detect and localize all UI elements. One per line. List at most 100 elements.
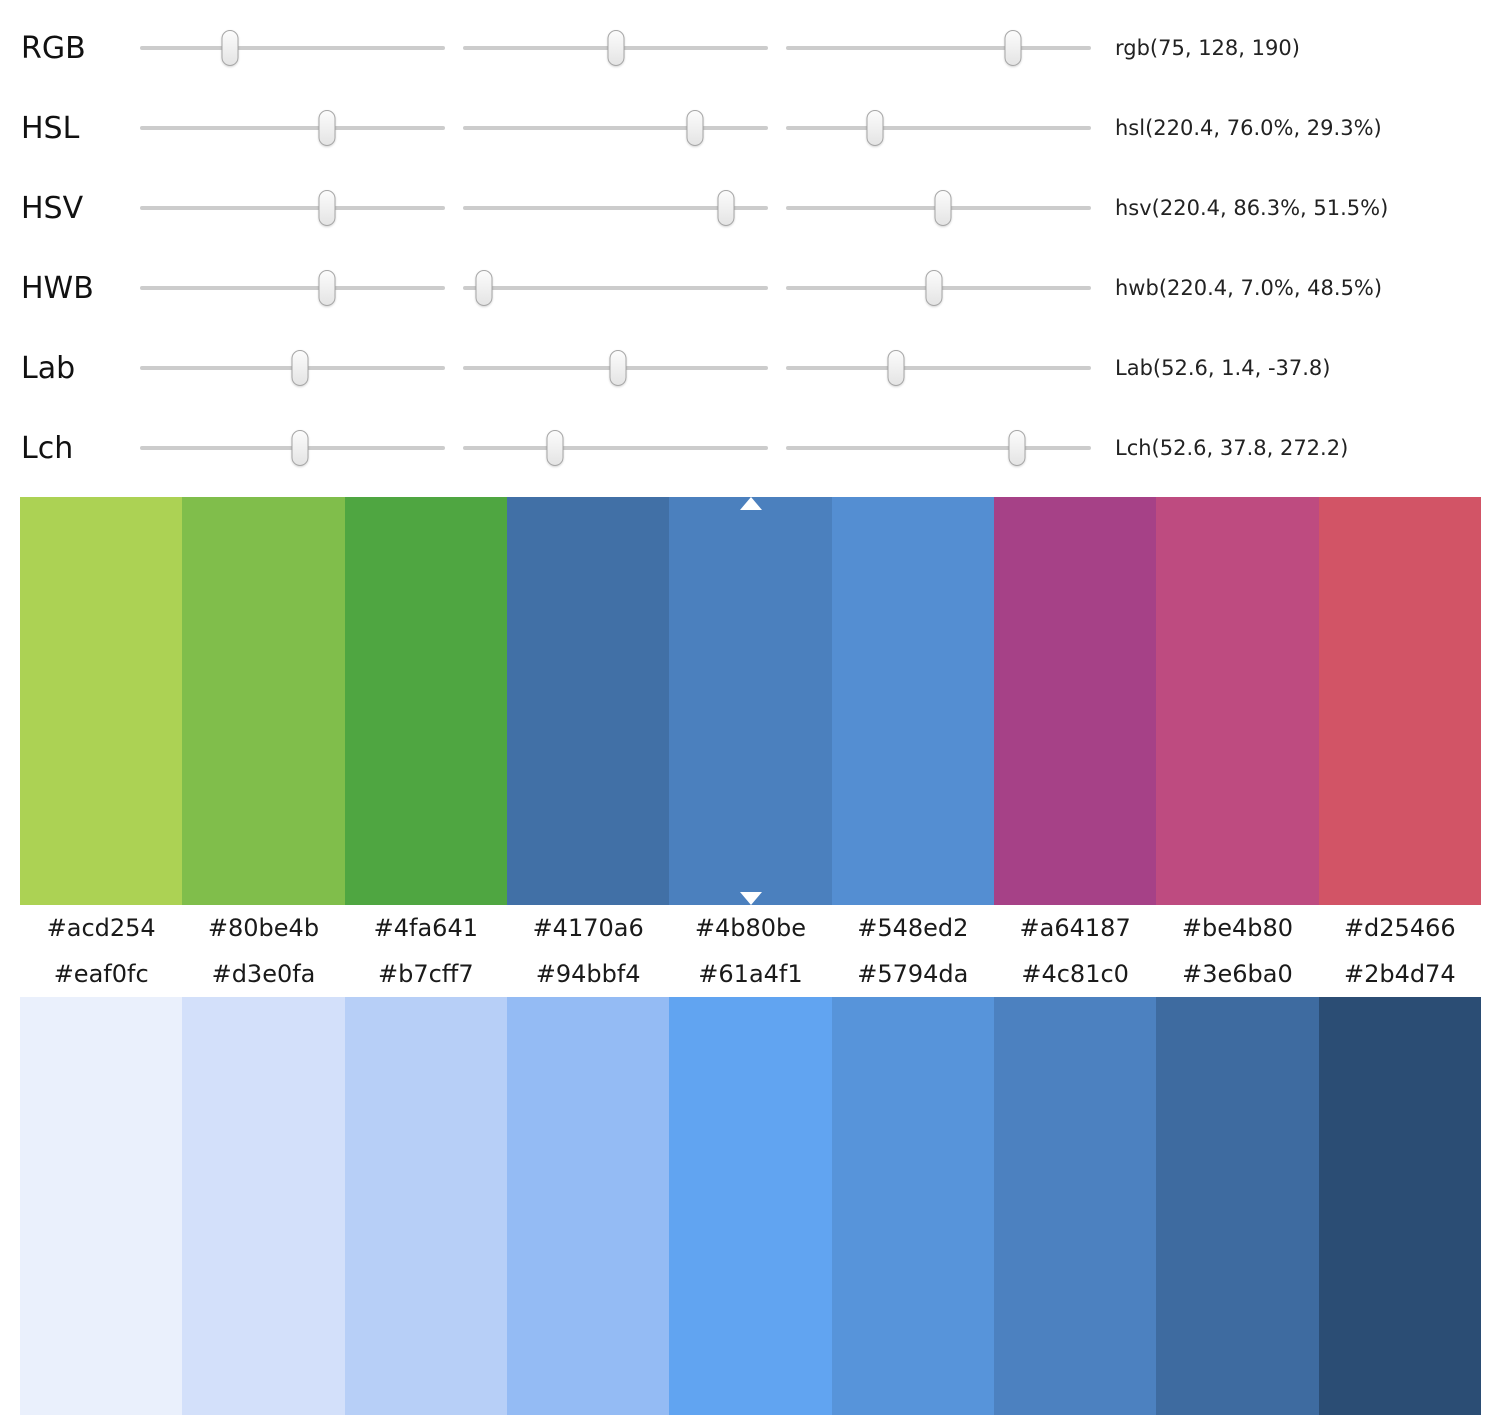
slider-track[interactable] — [786, 107, 1091, 149]
slider-track[interactable] — [140, 187, 445, 229]
hex-label: #be4b80 — [1181, 914, 1294, 942]
palette-swatch[interactable] — [1318, 497, 1481, 905]
hex-label: #61a4f1 — [698, 960, 803, 988]
slider-track[interactable] — [463, 27, 768, 69]
slider-group — [140, 427, 1091, 469]
sequential-hex-labels: #eaf0fc #d3e0fa #b7cff7 #94bbf4 #61a4f1 … — [20, 951, 1481, 997]
slider-bar — [463, 446, 768, 450]
palette-swatch[interactable] — [831, 497, 994, 905]
slider-row-lch: Lch Lch(52.6, 37.8, 272.2) — [21, 408, 1501, 488]
slider-bar — [786, 46, 1091, 50]
palette-swatch[interactable] — [831, 997, 994, 1415]
hex-label: #a64187 — [1019, 914, 1131, 942]
slider-bar — [140, 46, 445, 50]
selected-color-marker-top-icon — [739, 497, 762, 510]
palette-swatch[interactable] — [993, 997, 1157, 1415]
slider-thumb[interactable] — [546, 430, 564, 466]
slider-track[interactable] — [786, 427, 1091, 469]
slider-thumb[interactable] — [1008, 430, 1026, 466]
slider-thumb[interactable] — [686, 110, 704, 146]
slider-bar — [786, 126, 1091, 130]
hex-label: #eaf0fc — [53, 960, 149, 988]
slider-thumb[interactable] — [318, 110, 336, 146]
colorspace-label: RGB — [21, 30, 86, 66]
slider-track[interactable] — [786, 27, 1091, 69]
hex-label: #2b4d74 — [1343, 960, 1456, 988]
slider-row-hwb: HWB hwb(220.4, 7.0%, 48.5%) — [21, 248, 1501, 328]
slider-thumb[interactable] — [318, 190, 336, 226]
slider-group — [140, 187, 1091, 229]
slider-bar — [463, 206, 768, 210]
hex-label: #4c81c0 — [1021, 960, 1129, 988]
palette-swatch[interactable] — [506, 997, 670, 1415]
hex-label: #80be4b — [207, 914, 320, 942]
palette-swatch[interactable] — [506, 497, 670, 905]
hex-label: #4b80be — [694, 914, 807, 942]
slider-bar — [140, 126, 445, 130]
color-value: hsv(220.4, 86.3%, 51.5%) — [1115, 196, 1389, 220]
slider-group — [140, 27, 1091, 69]
slider-thumb[interactable] — [291, 350, 309, 386]
slider-track[interactable] — [140, 347, 445, 389]
hex-label: #4170a6 — [532, 914, 644, 942]
palette-swatch[interactable] — [669, 497, 832, 905]
slider-thumb[interactable] — [925, 270, 943, 306]
slider-group — [140, 107, 1091, 149]
palette-swatch[interactable] — [344, 497, 507, 905]
slider-group — [140, 267, 1091, 309]
slider-row-rgb: RGB rgb(75, 128, 190) — [21, 8, 1501, 88]
slider-thumb[interactable] — [866, 110, 884, 146]
slider-group — [140, 347, 1091, 389]
slider-thumb[interactable] — [318, 270, 336, 306]
colorspace-label: HWB — [21, 270, 94, 306]
slider-bar — [140, 286, 445, 290]
slider-track[interactable] — [463, 267, 768, 309]
slider-track[interactable] — [140, 107, 445, 149]
diverging-hex-labels: #acd254 #80be4b #4fa641 #4170a6 #4b80be … — [20, 905, 1481, 951]
slider-track[interactable] — [786, 267, 1091, 309]
selected-color-marker-bottom-icon — [739, 892, 762, 905]
palette-swatch[interactable] — [182, 997, 345, 1415]
slider-thumb[interactable] — [1004, 30, 1022, 66]
hex-label: #d25466 — [1343, 914, 1456, 942]
palette-swatch[interactable] — [20, 497, 183, 905]
palette-swatch[interactable] — [20, 997, 183, 1415]
palette-swatch[interactable] — [344, 997, 507, 1415]
slider-track[interactable] — [786, 347, 1091, 389]
hex-label: #3e6ba0 — [1182, 960, 1293, 988]
slider-thumb[interactable] — [221, 30, 239, 66]
slider-track[interactable] — [140, 267, 445, 309]
slider-track[interactable] — [463, 347, 768, 389]
slider-row-lab: Lab Lab(52.6, 1.4, -37.8) — [21, 328, 1501, 408]
palette-swatch[interactable] — [1156, 997, 1319, 1415]
palette-swatch[interactable] — [1318, 997, 1481, 1415]
slider-thumb[interactable] — [291, 430, 309, 466]
hex-label: #548ed2 — [857, 914, 969, 942]
slider-row-hsl: HSL hsl(220.4, 76.0%, 29.3%) — [21, 88, 1501, 168]
slider-row-hsv: HSV hsv(220.4, 86.3%, 51.5%) — [21, 168, 1501, 248]
slider-thumb[interactable] — [717, 190, 735, 226]
colorspace-sliders-panel: RGB rgb(75, 128, 190) HSL — [0, 0, 1501, 488]
slider-track[interactable] — [140, 427, 445, 469]
slider-track[interactable] — [463, 427, 768, 469]
slider-track[interactable] — [463, 107, 768, 149]
slider-bar — [463, 126, 768, 130]
slider-track[interactable] — [786, 187, 1091, 229]
slider-thumb[interactable] — [607, 30, 625, 66]
slider-thumb[interactable] — [609, 350, 627, 386]
sequential-palette — [20, 997, 1481, 1415]
color-value: hwb(220.4, 7.0%, 48.5%) — [1115, 276, 1383, 300]
palette-swatch[interactable] — [1156, 497, 1319, 905]
slider-bar — [140, 206, 445, 210]
slider-thumb[interactable] — [934, 190, 952, 226]
hex-label: #94bbf4 — [535, 960, 641, 988]
slider-thumb[interactable] — [887, 350, 905, 386]
slider-bar — [786, 366, 1091, 370]
palette-swatch[interactable] — [993, 497, 1157, 905]
palette-swatch[interactable] — [669, 997, 832, 1415]
colorspace-label: HSV — [21, 190, 84, 226]
palette-swatch[interactable] — [182, 497, 345, 905]
slider-track[interactable] — [463, 187, 768, 229]
slider-thumb[interactable] — [475, 270, 493, 306]
slider-track[interactable] — [140, 27, 445, 69]
